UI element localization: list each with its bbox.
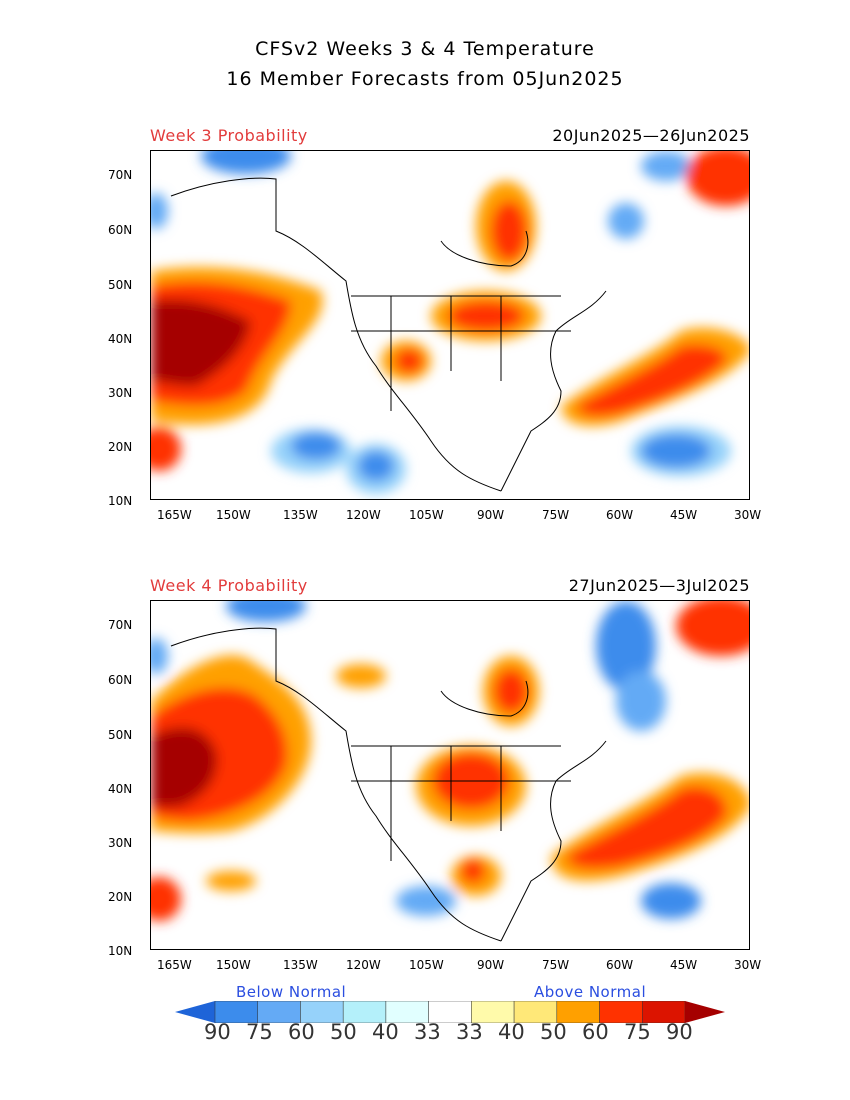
lon-tick: 60W [606,508,634,522]
legend-swatch [175,1001,215,1023]
below-normal-label: Below Normal [236,983,347,1001]
above-normal-label: Above Normal [534,983,647,1001]
lat-tick: 60N [108,673,133,687]
legend-value: 60 [288,1020,315,1044]
panel-2-dates: 27Jun2025—3Jul2025 [568,576,750,595]
map-week-3-graphic [151,151,749,494]
lon-tick: 105W [409,958,444,972]
lat-tick: 20N [108,440,133,454]
panel-2-label: Week 4 Probability [150,576,308,595]
color-legend-bar [175,1001,725,1023]
lat-tick: 10N [108,494,133,508]
lon-tick: 30W [734,508,762,522]
map-week-4 [150,600,750,950]
lon-tick: 135W [283,508,318,522]
title-line-1: CFSv2 Weeks 3 & 4 Temperature [255,38,595,60]
lon-tick: 45W [670,508,698,522]
lat-tick: 20N [108,890,133,904]
legend-swatch [685,1001,725,1023]
lon-tick: 165W [157,508,192,522]
legend-value: 40 [498,1020,525,1044]
lat-tick: 60N [108,223,133,237]
map-week-4-graphic [151,601,749,942]
lon-tick: 135W [283,958,318,972]
legend-value: 50 [330,1020,357,1044]
lon-tick: 120W [346,508,381,522]
lat-tick: 50N [108,728,133,742]
lon-tick: 30W [734,958,762,972]
lat-tick: 40N [108,782,133,796]
legend-value: 50 [540,1020,567,1044]
lat-tick: 10N [108,944,133,958]
lon-tick: 150W [216,958,251,972]
lon-tick: 90W [477,508,505,522]
lon-tick: 165W [157,958,192,972]
legend-value: 75 [624,1020,651,1044]
lon-tick: 150W [216,508,251,522]
legend-value: 90 [204,1020,231,1044]
legend-value: 60 [582,1020,609,1044]
lat-tick: 70N [108,618,133,632]
lon-tick: 90W [477,958,505,972]
lat-tick: 50N [108,278,133,292]
lat-tick: 70N [108,168,133,182]
legend-value: 90 [666,1020,693,1044]
lat-tick: 30N [108,386,133,400]
legend-value: 40 [372,1020,399,1044]
legend-value: 33 [456,1020,483,1044]
panel-1-label: Week 3 Probability [150,126,308,145]
lon-tick: 75W [542,958,570,972]
legend-value: 75 [246,1020,273,1044]
lon-tick: 75W [542,508,570,522]
legend-value: 33 [414,1020,441,1044]
title-line-2: 16 Member Forecasts from 05Jun2025 [226,68,624,90]
lat-tick: 30N [108,836,133,850]
lon-tick: 45W [670,958,698,972]
lon-tick: 120W [346,958,381,972]
lon-tick: 60W [606,958,634,972]
panel-1-dates: 20Jun2025—26Jun2025 [552,126,750,145]
lon-tick: 105W [409,508,444,522]
map-week-3 [150,150,750,500]
lat-tick: 40N [108,332,133,346]
